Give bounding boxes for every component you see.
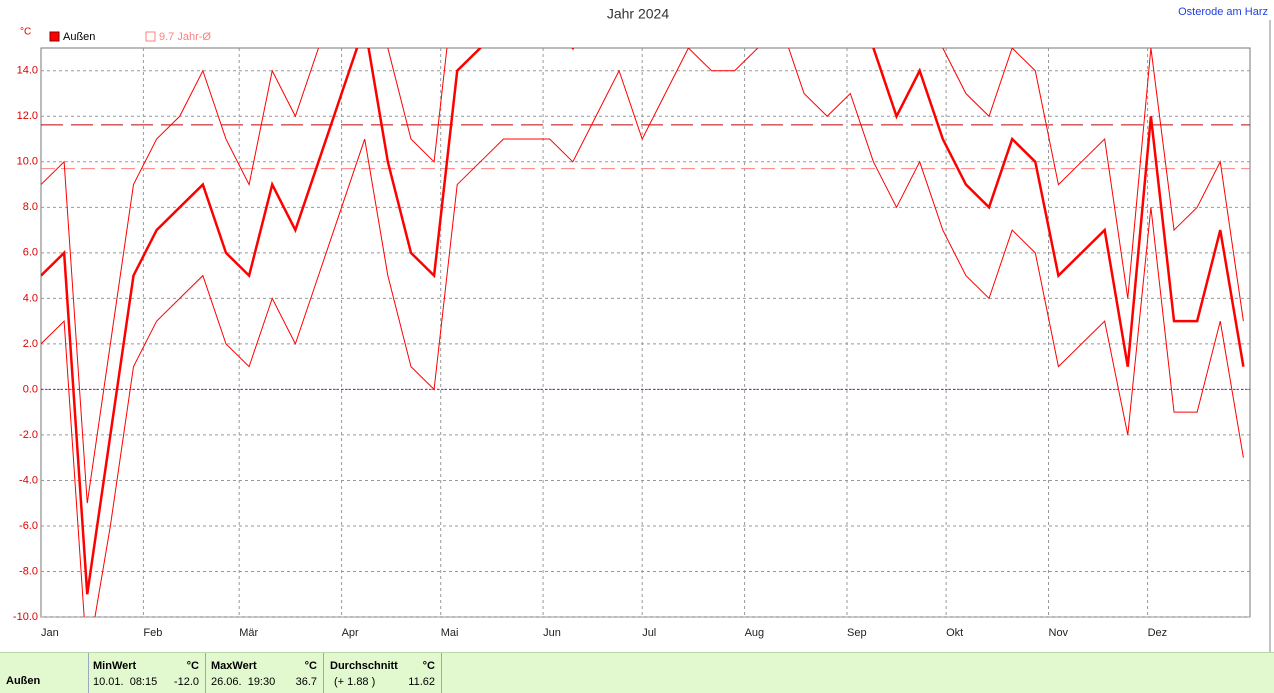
chart: Jahr 2024 Osterode am Harz °C Außen 9.7 J… bbox=[13, 6, 1271, 652]
column-header: Durchschnitt bbox=[330, 660, 398, 672]
plot-area bbox=[41, 48, 1250, 617]
x-tick-label: Sep bbox=[847, 627, 867, 639]
legend-label: 9.7 Jahr-Ø bbox=[159, 31, 211, 43]
cell-date: 26.06. 19:30 bbox=[211, 676, 276, 688]
cell-value: -12.0 bbox=[173, 676, 199, 688]
column-unit: °C bbox=[304, 660, 317, 672]
separator bbox=[88, 653, 89, 693]
y-tick-label: 0.0 bbox=[23, 383, 38, 395]
x-tick-label: Mai bbox=[441, 627, 459, 639]
x-tick-label: Jun bbox=[543, 627, 561, 639]
chart-title: Jahr 2024 bbox=[607, 6, 669, 22]
x-tick-label: Feb bbox=[143, 627, 162, 639]
y-tick-label: 8.0 bbox=[23, 201, 38, 213]
legend-label: Außen bbox=[63, 31, 95, 43]
x-tick-label: Mär bbox=[239, 627, 258, 639]
legend-swatch bbox=[145, 31, 156, 42]
y-tick-label: -6.0 bbox=[19, 520, 38, 532]
x-tick-label: Jul bbox=[642, 627, 656, 639]
legend-swatch bbox=[49, 31, 60, 42]
y-unit: °C bbox=[20, 27, 31, 38]
x-tick-label: Nov bbox=[1049, 627, 1069, 639]
x-tick-label: Okt bbox=[946, 627, 963, 639]
y-tick-label: 2.0 bbox=[23, 338, 38, 350]
column-unit: °C bbox=[186, 660, 199, 672]
column-unit: °C bbox=[422, 660, 435, 672]
legend: Außen 9.7 Jahr-Ø bbox=[49, 31, 211, 43]
x-tick-label: Aug bbox=[745, 627, 765, 639]
y-tick-label: 14.0 bbox=[17, 65, 38, 77]
station: Osterode am Harz bbox=[1178, 6, 1268, 18]
x-tick-label: Jan bbox=[41, 627, 59, 639]
y-tick-label: -8.0 bbox=[19, 565, 38, 577]
cell-value: 36.7 bbox=[295, 676, 317, 688]
x-tick-label: Dez bbox=[1148, 627, 1168, 639]
plot-frame bbox=[40, 47, 1251, 618]
y-tick-label: 12.0 bbox=[17, 110, 38, 122]
separator bbox=[205, 653, 206, 693]
column-header: MinWert bbox=[93, 660, 137, 672]
series-line bbox=[41, 48, 1244, 617]
separator bbox=[323, 653, 324, 693]
cell-date: (+ 1.88 ) bbox=[334, 676, 376, 688]
separator bbox=[441, 653, 442, 693]
column-header: MaxWert bbox=[211, 660, 257, 672]
y-tick-label: 4.0 bbox=[23, 292, 38, 304]
cell-date: 10.01. 08:15 bbox=[93, 676, 158, 688]
y-tick-label: 6.0 bbox=[23, 247, 38, 259]
stats-table: Außen MinWert °C 10.01. 08:15 -12.0 MaxWert °… bbox=[0, 652, 1274, 693]
x-tick-label: Apr bbox=[342, 627, 359, 639]
row-label: Außen bbox=[6, 675, 41, 687]
y-tick-label: -10.0 bbox=[13, 611, 38, 623]
y-tick-label: -4.0 bbox=[19, 474, 38, 486]
series-line bbox=[41, 48, 1245, 595]
series-line bbox=[41, 48, 1244, 504]
cell-value: 11.62 bbox=[408, 676, 435, 688]
y-tick-label: -2.0 bbox=[19, 429, 38, 441]
y-tick-label: 10.0 bbox=[17, 156, 38, 168]
